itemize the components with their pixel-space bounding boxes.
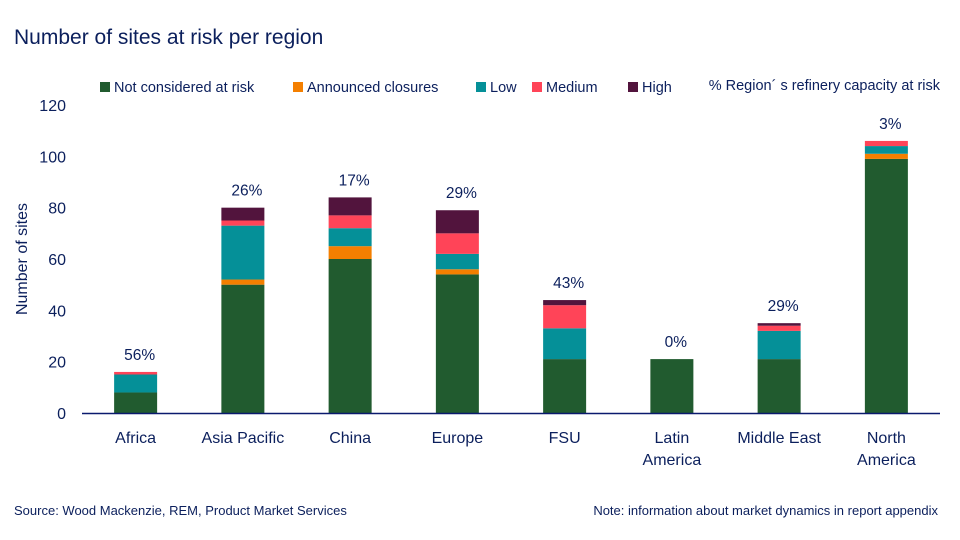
bar-segment xyxy=(221,225,265,280)
x-tick-label: Europe xyxy=(432,430,484,447)
source-note: Source: Wood Mackenzie, REM, Product Mar… xyxy=(14,503,347,518)
bar-segment xyxy=(864,146,908,154)
x-tick-label: FSU xyxy=(549,430,581,447)
bar-segment xyxy=(543,328,587,360)
bar-segment xyxy=(650,359,694,413)
capacity-risk-label: 26% xyxy=(231,183,262,200)
bar-segment xyxy=(435,269,479,275)
bar-segment xyxy=(435,253,479,270)
bar-segment xyxy=(543,305,587,329)
x-tick-label: America xyxy=(643,452,702,469)
capacity-risk-label: 43% xyxy=(553,275,584,292)
y-tick-label: 0 xyxy=(57,406,66,423)
legend-swatch xyxy=(476,82,486,92)
capacity-risk-label: 29% xyxy=(768,298,799,315)
capacity-risk-label: 56% xyxy=(124,347,155,364)
legend-swatch xyxy=(532,82,542,92)
capacity-risk-label: 29% xyxy=(446,185,477,202)
capacity-risk-label: 17% xyxy=(339,172,370,189)
capacity-risk-label: 0% xyxy=(665,334,688,351)
bar-segment xyxy=(435,210,479,234)
bar-segment xyxy=(864,158,908,413)
bar-segment xyxy=(328,259,372,413)
bar-segment xyxy=(221,279,265,285)
y-tick-label: 60 xyxy=(48,252,66,269)
bar-segment xyxy=(114,374,158,393)
legend-label: High xyxy=(642,80,672,96)
bar-segment xyxy=(221,220,265,226)
bar-segment xyxy=(543,359,587,413)
legend-label: Not considered at risk xyxy=(114,80,255,96)
legend-swatch xyxy=(293,82,303,92)
y-tick-label: 100 xyxy=(39,149,66,166)
footnote: Note: information about market dynamics … xyxy=(593,503,938,518)
legend-label: Announced closures xyxy=(307,80,438,96)
bar-segment xyxy=(757,325,801,331)
y-tick-label: 20 xyxy=(48,355,66,372)
x-tick-label: Asia Pacific xyxy=(202,430,285,447)
bar-segment xyxy=(435,233,479,254)
y-tick-label: 80 xyxy=(48,201,66,218)
bar-segment xyxy=(757,330,801,360)
bar-segment xyxy=(221,207,265,221)
bar-segment xyxy=(114,392,158,413)
y-axis-label: Number of sites xyxy=(14,203,31,315)
bar-segment xyxy=(114,371,158,375)
bar-segment xyxy=(757,323,801,326)
annotation-legend-label: % Region´ s refinery capacity at risk xyxy=(709,78,941,94)
bar-segment xyxy=(328,215,372,229)
bar-segment xyxy=(543,300,587,306)
x-tick-label: Latin xyxy=(655,430,690,447)
bar-segment xyxy=(328,197,372,216)
x-tick-label: China xyxy=(329,430,371,447)
legend-label: Medium xyxy=(546,80,598,96)
x-tick-label: Africa xyxy=(115,430,156,447)
y-tick-label: 40 xyxy=(48,303,66,320)
capacity-risk-label: 3% xyxy=(879,116,902,133)
bar-segment xyxy=(221,284,265,413)
x-tick-label: Middle East xyxy=(737,430,821,447)
chart-title: Number of sites at risk per region xyxy=(14,26,324,49)
legend-swatch xyxy=(100,82,110,92)
y-tick-label: 120 xyxy=(39,98,66,115)
bar-segment xyxy=(757,359,801,413)
legend-swatch xyxy=(628,82,638,92)
x-tick-label: North xyxy=(867,430,906,447)
bar-segment xyxy=(864,140,908,147)
x-tick-label: America xyxy=(857,452,916,469)
bar-segment xyxy=(328,228,372,247)
bar-segment xyxy=(435,274,479,413)
bar-segment xyxy=(328,246,372,259)
bar-segment xyxy=(864,153,908,159)
legend-label: Low xyxy=(490,80,517,96)
